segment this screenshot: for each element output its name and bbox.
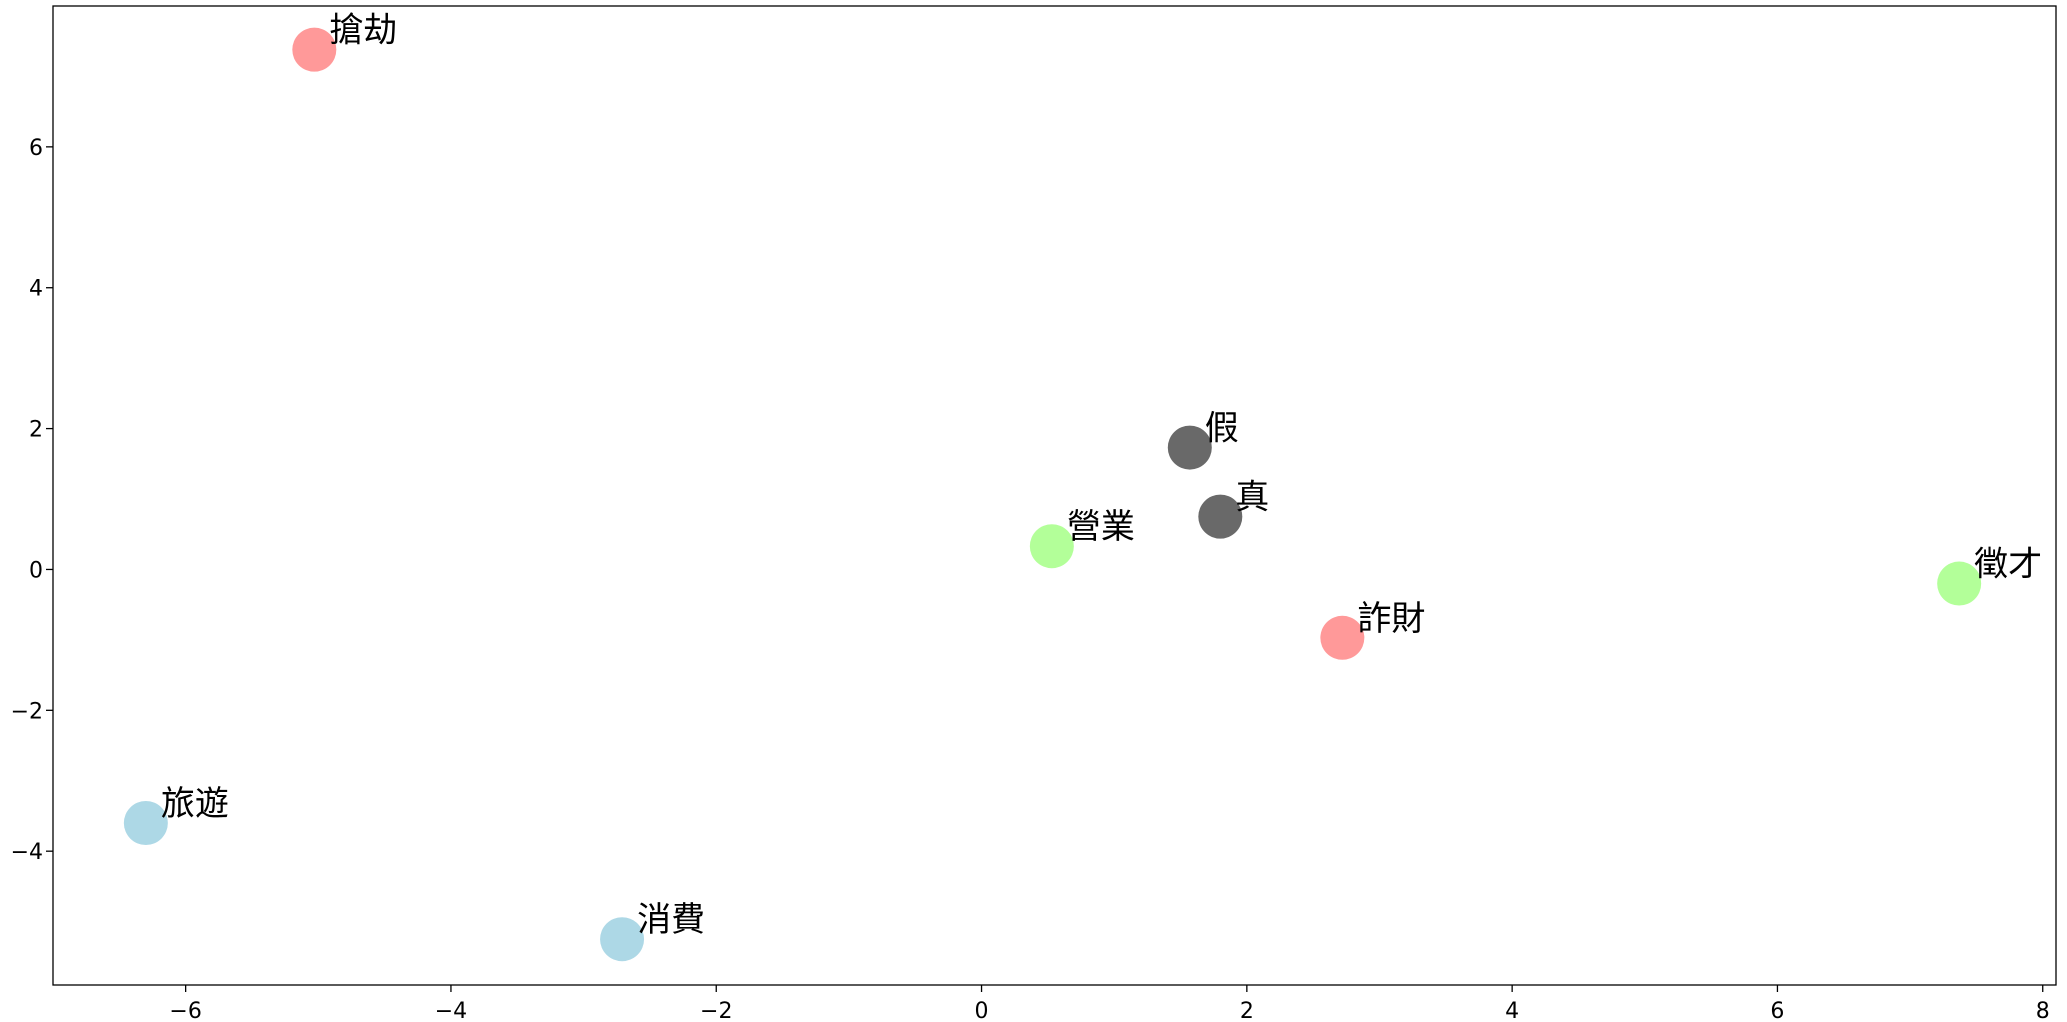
x-tick-label: −4 xyxy=(435,999,467,1022)
x-tick-label: 6 xyxy=(1770,999,1784,1022)
x-tick-label: −6 xyxy=(169,999,201,1022)
point-label: 徵才 xyxy=(1974,545,2042,585)
y-tick-label: 0 xyxy=(29,558,43,583)
y-tick-label: −4 xyxy=(11,840,43,865)
x-tick-label: 2 xyxy=(1240,999,1254,1022)
scatter-point xyxy=(292,27,337,72)
y-tick-label: −2 xyxy=(11,699,43,724)
point-label: 搶劫 xyxy=(329,11,397,51)
y-tick-label: 6 xyxy=(29,136,43,161)
x-tick-label: −2 xyxy=(700,999,732,1022)
x-axis-ticks: −6 −4 −2 0 2 4 6 8 xyxy=(169,985,2050,1022)
point-label: 詐財 xyxy=(1357,599,1425,639)
scatter-point xyxy=(1320,615,1365,660)
scatter-point xyxy=(1937,561,1982,606)
x-tick-label: 4 xyxy=(1505,999,1519,1022)
x-tick-label: 8 xyxy=(2036,999,2050,1022)
point-label: 消費 xyxy=(637,900,705,940)
plot-area xyxy=(52,5,2057,986)
data-points xyxy=(123,27,1982,962)
scatter-point xyxy=(1029,524,1074,569)
point-label: 旅遊 xyxy=(161,784,229,824)
scatter-point xyxy=(600,917,645,962)
scatter-point xyxy=(123,801,168,846)
y-axis-ticks: −4 −2 0 2 4 6 xyxy=(11,136,53,865)
point-label: 營業 xyxy=(1067,507,1135,547)
point-label: 假 xyxy=(1205,409,1239,449)
y-tick-label: 4 xyxy=(29,277,43,302)
point-label: 真 xyxy=(1235,478,1269,518)
y-tick-label: 2 xyxy=(29,418,43,443)
scatter-point xyxy=(1198,494,1243,539)
scatter-point xyxy=(1167,425,1212,470)
x-tick-label: 0 xyxy=(975,999,989,1022)
